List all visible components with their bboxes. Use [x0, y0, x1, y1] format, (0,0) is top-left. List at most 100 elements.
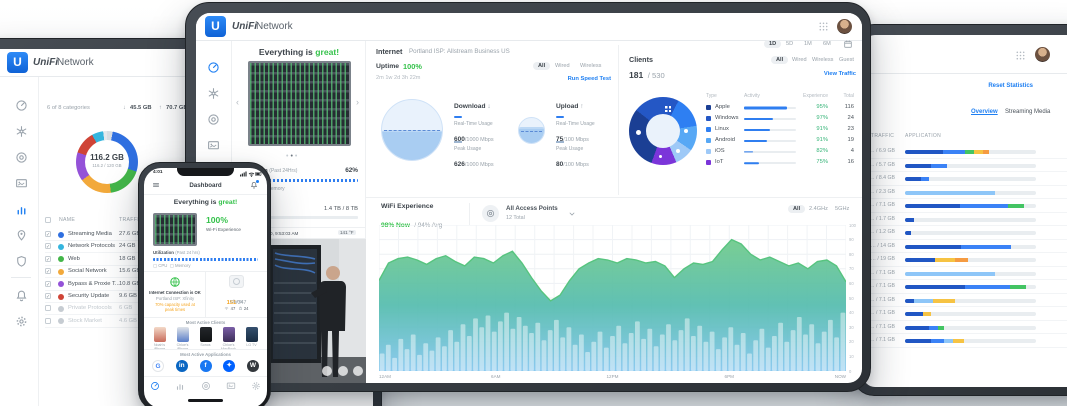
carousel-dots[interactable]: ••• — [286, 153, 300, 160]
row-checkbox[interactable]: ✓ — [45, 231, 51, 238]
apps-grid-icon[interactable] — [1015, 50, 1026, 61]
topology-icon[interactable] — [15, 125, 28, 138]
application-row[interactable]: … / 7.1 GB — [863, 307, 1067, 321]
wifi-tab-all[interactable]: All — [788, 205, 806, 213]
experience-value: 75% — [816, 159, 828, 165]
time-tab-5d[interactable]: 5D — [786, 41, 794, 47]
application-row[interactable]: … / 1.7 GB — [863, 213, 1067, 226]
facebook-app-icon[interactable]: f — [199, 360, 212, 372]
wifi-tab-5ghz[interactable]: 5GHz — [835, 206, 850, 212]
application-row[interactable]: … / 7.1 GB — [863, 280, 1067, 294]
application-row[interactable]: … / 7.1 GB — [863, 334, 1067, 348]
google-app-icon[interactable]: G — [152, 360, 164, 372]
security-icon[interactable] — [15, 255, 28, 268]
time-tab-1m[interactable]: 1M — [804, 41, 812, 47]
client-label: Sonos — [200, 343, 211, 347]
linkedin-app-icon[interactable]: in — [175, 360, 188, 372]
active-client-item[interactable]: Sonos — [194, 327, 217, 351]
client-type-row[interactable]: Windows 97% 24 — [706, 114, 854, 125]
internet-tab-all[interactable]: All — [533, 62, 551, 70]
settings-icon[interactable] — [15, 315, 28, 328]
time-tab-6m[interactable]: 6M — [823, 41, 831, 47]
client-type-row[interactable]: Apple 95% 116 — [706, 103, 854, 114]
notifications-icon[interactable] — [15, 289, 28, 302]
download-rt-label: Real-Time Usage — [454, 121, 493, 127]
application-row[interactable]: … / 7.1 GB — [863, 294, 1067, 307]
unifi-logo[interactable]: U — [205, 16, 226, 37]
tab-settings-icon[interactable] — [251, 381, 261, 391]
dashboard-icon[interactable] — [15, 99, 28, 112]
application-row[interactable]: … / 2.3 GB — [863, 186, 1067, 199]
application-row[interactable]: … / 8.4 GB — [863, 172, 1067, 186]
unifi-logo[interactable]: U — [7, 52, 28, 73]
internet-tab-wireless[interactable]: Wireless — [580, 63, 602, 69]
tab-overview[interactable]: Overview — [971, 109, 998, 115]
client-type-row[interactable]: Linux 91% 23 — [706, 125, 854, 136]
row-checkbox[interactable]: ✓ — [45, 255, 51, 263]
carousel-prev-icon[interactable]: ‹ — [236, 97, 239, 107]
active-client-item[interactable]: Noah's iPhone — [148, 327, 171, 351]
devices-icon[interactable] — [207, 113, 220, 126]
clients-tab-wired[interactable]: Wired — [792, 57, 807, 63]
statistics-icon[interactable] — [15, 203, 28, 216]
row-checkbox[interactable]: ✓ — [45, 268, 51, 276]
clients-tab-guest[interactable]: Guest — [839, 57, 854, 63]
view-traffic-link[interactable]: View Traffic — [823, 71, 856, 77]
calendar-icon[interactable] — [843, 39, 853, 49]
row-checkbox[interactable]: ✓ — [45, 280, 51, 288]
application-row[interactable]: … / 7.1 GB — [863, 199, 1067, 213]
row-checkbox[interactable]: ✓ — [45, 293, 51, 300]
application-row[interactable]: … / 1.2 GB — [863, 226, 1067, 240]
application-row[interactable]: … / 5.7 GB — [863, 159, 1067, 172]
tab-devices-icon[interactable] — [201, 381, 211, 391]
devices-icon[interactable] — [15, 151, 28, 164]
clients-icon[interactable] — [207, 139, 220, 152]
home-indicator[interactable] — [188, 399, 223, 402]
topology-icon[interactable] — [207, 87, 220, 100]
application-row[interactable]: … / 6.9 GB — [863, 145, 1067, 159]
traffic-column-header[interactable]: TRAFFIC — [871, 133, 895, 139]
reset-statistics-link[interactable]: Reset Statistics — [988, 83, 1033, 89]
client-type-row[interactable]: IoT 75% 16 — [706, 158, 854, 169]
application-column-header[interactable]: APPLICATION — [905, 133, 941, 139]
map-icon[interactable] — [15, 229, 28, 242]
wordpress-app-icon[interactable]: W — [247, 360, 259, 372]
dashboard-icon[interactable] — [207, 61, 220, 74]
phone-notch — [177, 168, 234, 176]
select-all-checkbox[interactable] — [45, 217, 51, 223]
dropbox-app-icon[interactable]: ✦ — [223, 360, 236, 372]
client-type-row[interactable]: iOS 82% 4 — [706, 147, 854, 158]
apps-grid-icon[interactable] — [818, 21, 829, 32]
tab-clients-icon[interactable] — [226, 381, 236, 391]
clients-tab-all[interactable]: All — [771, 56, 789, 64]
activity-column-header: Activity — [744, 93, 760, 99]
clients-tab-wireless[interactable]: Wireless — [812, 57, 834, 63]
carousel-next-icon[interactable]: › — [356, 97, 359, 107]
tab-streaming-media[interactable]: Streaming Media — [1005, 109, 1051, 115]
traffic-column-header[interactable]: TRAFFIC — [119, 217, 143, 223]
active-client-item[interactable]: Chloe's iPhone — [171, 327, 194, 351]
application-row[interactable]: … / 7.1 GB — [863, 321, 1067, 334]
avatar[interactable] — [837, 19, 852, 34]
application-row[interactable]: … / 14 GB — [863, 240, 1067, 253]
internet-tab-wired[interactable]: Wired — [555, 63, 570, 69]
active-client-item[interactable]: Chloe's MacBook — [217, 327, 240, 351]
avatar[interactable] — [1035, 47, 1050, 62]
time-tab-1d[interactable]: 1D — [764, 40, 782, 48]
application-row[interactable]: … / 7.1 GB — [863, 267, 1067, 280]
total-value: 16 — [847, 159, 854, 165]
row-checkbox[interactable] — [45, 317, 51, 324]
wifi-tab-24ghz[interactable]: 2.4GHz — [809, 206, 828, 212]
clients-icon[interactable] — [15, 177, 28, 190]
tab-dashboard-icon[interactable] — [150, 381, 160, 391]
application-row[interactable]: … / 19 GB — [863, 253, 1067, 267]
tab-statistics-icon[interactable] — [175, 381, 185, 391]
active-client-item[interactable]: LG TV — [240, 327, 263, 351]
ap-selector-label[interactable]: All Access Points — [506, 205, 558, 212]
run-speed-test-link[interactable]: Run Speed Test — [567, 76, 611, 82]
client-type-row[interactable]: Android 91% 19 — [706, 136, 854, 147]
row-checkbox[interactable] — [45, 305, 51, 312]
name-column-header[interactable]: NAME — [59, 217, 76, 223]
row-checkbox[interactable]: ✓ — [45, 243, 51, 251]
chevron-down-icon[interactable] — [568, 210, 576, 218]
